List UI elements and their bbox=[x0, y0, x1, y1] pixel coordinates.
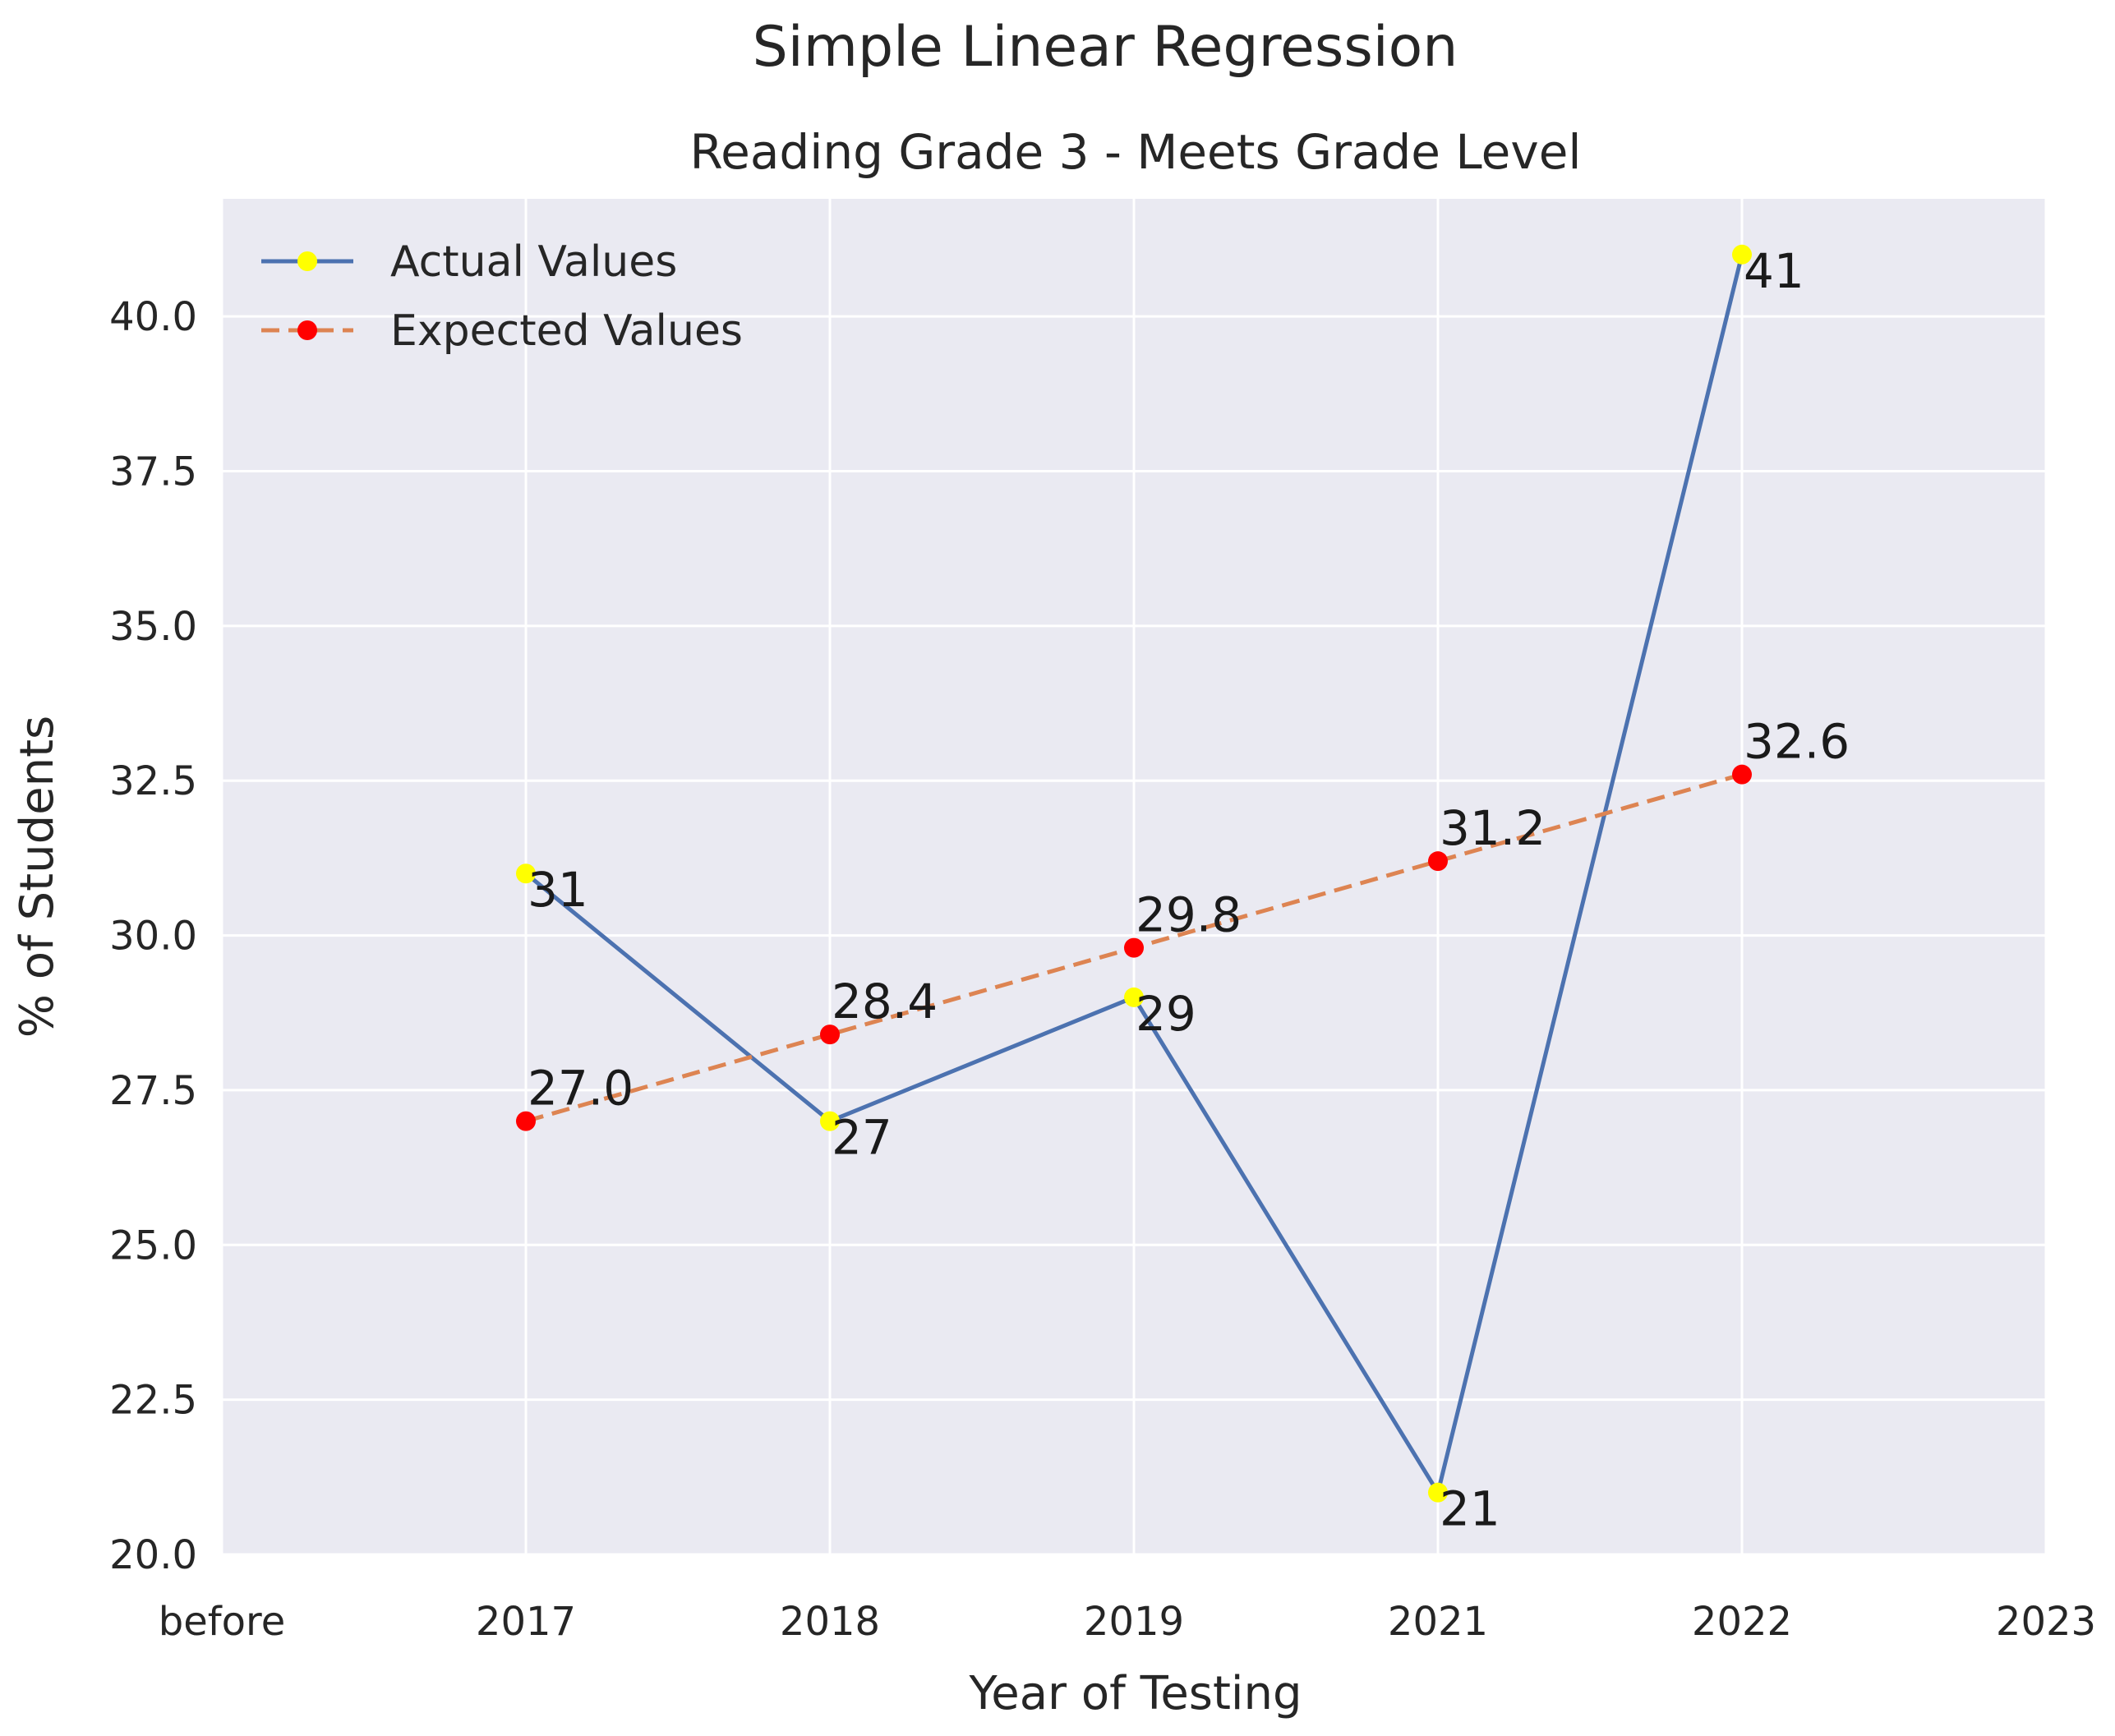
y-tick-label: 25.0 bbox=[109, 1223, 197, 1269]
tick-labels: 20.0 22.5 25.0 27.5 30.0 32.5 35.0 37.5 40.0 befo… bbox=[109, 294, 2096, 1645]
data-label: 29.8 bbox=[1136, 887, 1242, 943]
data-label: 31 bbox=[528, 862, 588, 918]
y-tick-label: 27.5 bbox=[109, 1068, 197, 1114]
data-label: 21 bbox=[1440, 1481, 1500, 1537]
data-label: 32.6 bbox=[1744, 714, 1850, 770]
y-tick-label: 37.5 bbox=[109, 449, 197, 495]
data-point bbox=[820, 1025, 840, 1045]
x-tick-label: 2018 bbox=[780, 1599, 880, 1645]
data-point bbox=[1124, 937, 1144, 958]
x-tick-label: 2017 bbox=[476, 1599, 576, 1645]
legend-entry: Actual Values bbox=[261, 237, 677, 287]
y-tick-label: 35.0 bbox=[109, 604, 197, 650]
data-label: 31.2 bbox=[1440, 800, 1546, 856]
legend-marker bbox=[297, 320, 317, 340]
x-axis-label: Year of Testing bbox=[968, 1667, 1302, 1720]
series-expected: 27.0 28.4 29.8 31.2 32.6 bbox=[516, 714, 1850, 1131]
data-label: 29 bbox=[1136, 986, 1196, 1042]
data-label: 27.0 bbox=[528, 1061, 634, 1117]
x-tick-label: before bbox=[159, 1599, 285, 1645]
legend-label: Actual Values bbox=[390, 237, 677, 287]
data-point bbox=[1428, 1482, 1448, 1503]
x-tick-label: 2023 bbox=[1996, 1599, 2096, 1645]
data-point bbox=[516, 863, 536, 884]
chart-suptitle: Simple Linear Regression bbox=[753, 15, 1458, 80]
legend-label: Expected Values bbox=[390, 306, 743, 356]
y-tick-label: 20.0 bbox=[109, 1532, 197, 1578]
data-label: 28.4 bbox=[832, 974, 938, 1029]
data-point bbox=[1428, 851, 1448, 872]
data-point bbox=[516, 1111, 536, 1131]
x-tick-label: 2022 bbox=[1692, 1599, 1792, 1645]
series-layer: 31 27 29 21 41 27.0 28.4 29.8 31.2 32.6 bbox=[516, 243, 1850, 1537]
chart-title: Reading Grade 3 - Meets Grade Level bbox=[689, 124, 1581, 180]
x-tick-label: 2021 bbox=[1388, 1599, 1488, 1645]
legend: Actual Values Expected Values bbox=[261, 237, 743, 356]
y-tick-label: 22.5 bbox=[109, 1378, 197, 1424]
data-label: 27 bbox=[832, 1110, 892, 1166]
y-tick-label: 32.5 bbox=[109, 758, 197, 804]
x-tick-label: 2019 bbox=[1084, 1599, 1184, 1645]
y-tick-label: 40.0 bbox=[109, 294, 197, 340]
legend-marker bbox=[297, 251, 317, 271]
data-label: 41 bbox=[1744, 243, 1804, 299]
y-axis-label: % of Students bbox=[11, 716, 64, 1038]
data-point bbox=[1732, 244, 1752, 265]
series-actual: 31 27 29 21 41 bbox=[516, 243, 1804, 1537]
data-point bbox=[820, 1111, 840, 1131]
legend-entry: Expected Values bbox=[261, 306, 743, 356]
y-tick-label: 30.0 bbox=[109, 914, 197, 960]
data-point bbox=[1732, 764, 1752, 785]
data-point bbox=[1124, 987, 1144, 1007]
